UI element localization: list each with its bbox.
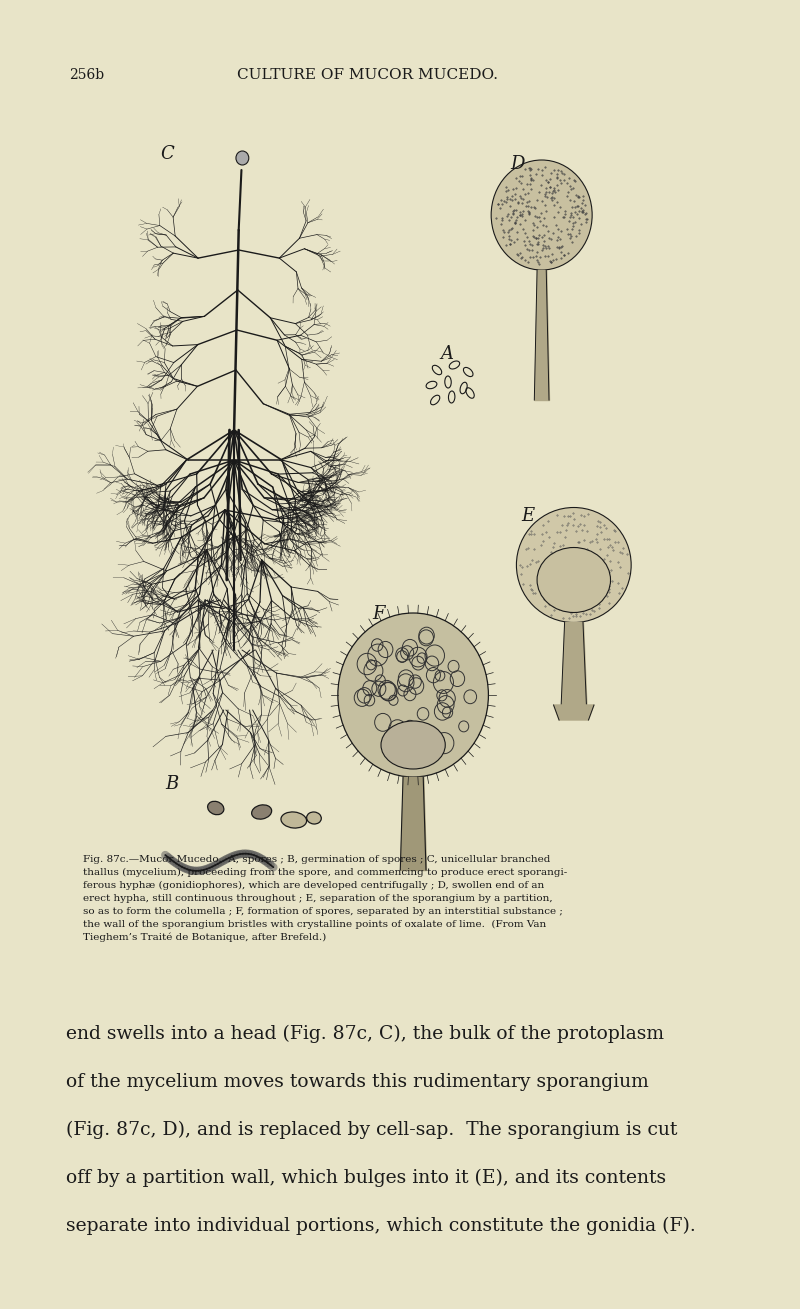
Text: F: F xyxy=(372,605,384,623)
Text: B: B xyxy=(166,775,178,793)
Circle shape xyxy=(491,160,592,270)
Ellipse shape xyxy=(208,801,224,814)
Ellipse shape xyxy=(306,812,322,825)
Text: Tieghem’s Traité de Botanique, after Brefeld.): Tieghem’s Traité de Botanique, after Bre… xyxy=(82,933,326,942)
Text: (Fig. 87c, D), and is replaced by cell-sap.  The sporangium is cut: (Fig. 87c, D), and is replaced by cell-s… xyxy=(66,1121,678,1139)
Text: E: E xyxy=(522,507,534,525)
Text: A: A xyxy=(441,346,454,363)
Ellipse shape xyxy=(517,508,631,623)
Circle shape xyxy=(338,613,489,778)
Text: end swells into a head (Fig. 87c, C), the bulk of the protoplasm: end swells into a head (Fig. 87c, C), th… xyxy=(66,1025,664,1043)
Text: of the mycelium moves towards this rudimentary sporangium: of the mycelium moves towards this rudim… xyxy=(66,1073,649,1090)
Text: thallus (mycelium), proceeding from the spore, and commencing to produce erect s: thallus (mycelium), proceeding from the … xyxy=(82,868,567,877)
Text: CULTURE OF MUCOR MUCEDO.: CULTURE OF MUCOR MUCEDO. xyxy=(237,68,498,82)
Text: so as to form the columella ; F, formation of spores, separated by an interstiti: so as to form the columella ; F, formati… xyxy=(82,907,562,916)
Circle shape xyxy=(236,151,249,165)
Ellipse shape xyxy=(537,547,610,613)
Ellipse shape xyxy=(381,721,446,768)
Text: ferous hyphæ (gonidiophores), which are developed centrifugally ; D, swollen end: ferous hyphæ (gonidiophores), which are … xyxy=(82,881,544,890)
Text: separate into individual portions, which constitute the gonidia (F).: separate into individual portions, which… xyxy=(66,1217,696,1236)
Text: Fig. 87c.—Mucor Mucedo.  A, spores ; B, germination of spores ; C, unicellular b: Fig. 87c.—Mucor Mucedo. A, spores ; B, g… xyxy=(82,855,550,864)
Text: 256b: 256b xyxy=(69,68,104,82)
Text: C: C xyxy=(161,145,174,164)
Text: the wall of the sporangium bristles with crystalline points of oxalate of lime. : the wall of the sporangium bristles with… xyxy=(82,920,546,929)
Text: D: D xyxy=(510,154,525,173)
Text: erect hypha, still continuous throughout ; E, separation of the sporangium by a : erect hypha, still continuous throughout… xyxy=(82,894,552,903)
Ellipse shape xyxy=(252,805,272,819)
Polygon shape xyxy=(554,706,594,720)
Ellipse shape xyxy=(281,812,306,829)
Text: off by a partition wall, which bulges into it (E), and its contents: off by a partition wall, which bulges in… xyxy=(66,1169,666,1187)
